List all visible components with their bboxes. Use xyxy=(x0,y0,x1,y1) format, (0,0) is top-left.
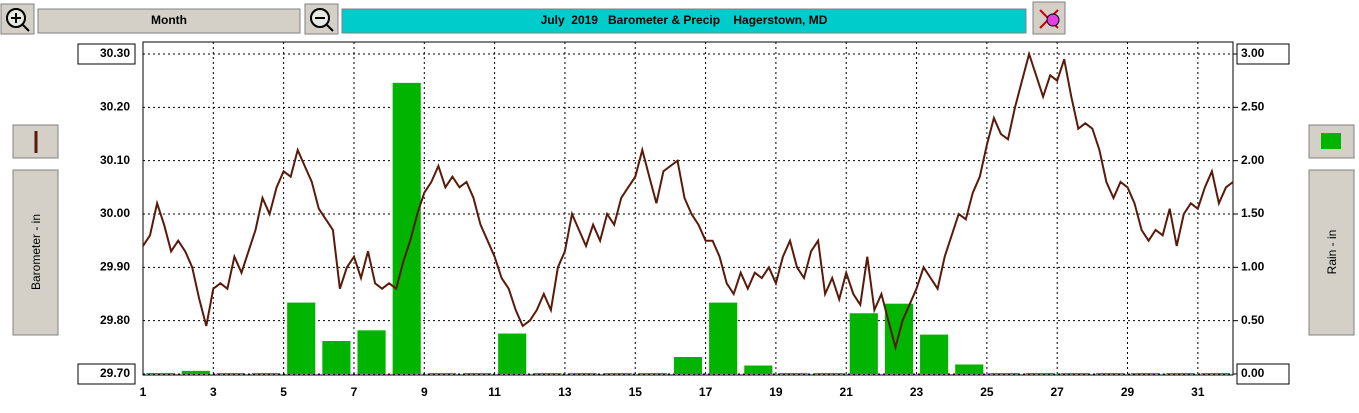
rain-bar xyxy=(1095,373,1124,374)
y2-tick-box xyxy=(1236,363,1290,385)
rain-bar xyxy=(849,313,878,374)
rain-bar xyxy=(462,373,492,374)
rain-bar xyxy=(287,302,316,374)
zoom-in-glyph xyxy=(11,13,30,32)
x-tick-label: 25 xyxy=(980,385,994,399)
y2-tick-label: 2.50 xyxy=(1241,100,1265,114)
y2-tick-label: 3.00 xyxy=(1241,46,1265,60)
x-tick-label: 19 xyxy=(769,385,783,399)
period-button[interactable] xyxy=(37,8,301,34)
rain-bar xyxy=(744,365,773,374)
bar-style-icon xyxy=(1321,133,1341,149)
rain-bar xyxy=(1025,373,1054,374)
x-tick-label: 9 xyxy=(421,385,428,399)
y2-tick-label: 0.00 xyxy=(1241,366,1265,380)
x-tick-label: 7 xyxy=(351,385,358,399)
y-tick-label: 30.00 xyxy=(100,206,130,220)
rain-bar xyxy=(920,334,949,374)
rain-bar xyxy=(603,373,632,374)
rain-bar xyxy=(779,373,808,374)
y-tick-box xyxy=(77,363,136,385)
x-tick-label: 27 xyxy=(1051,385,1065,399)
y-tick-label: 29.90 xyxy=(100,260,130,274)
y2-tick-label: 0.50 xyxy=(1241,313,1265,327)
rain-bar xyxy=(568,373,597,374)
title-bar xyxy=(341,8,1027,34)
x-tick-label: 5 xyxy=(280,385,287,399)
y2-tick-label: 2.00 xyxy=(1241,153,1265,167)
rain-bar xyxy=(884,303,914,374)
rain-bar xyxy=(181,370,210,374)
period-label: Month xyxy=(151,13,187,27)
plot-area xyxy=(142,41,1234,376)
rain-bar xyxy=(146,373,175,374)
y-axis-label: Barometer - in xyxy=(29,214,43,290)
y-tick-label: 29.70 xyxy=(100,366,130,380)
x-tick-label: 1 xyxy=(140,385,147,399)
rain-bar xyxy=(638,373,667,374)
rain-bar xyxy=(252,373,281,374)
x-tick-label: 3 xyxy=(210,385,217,399)
rain-bar xyxy=(498,333,527,374)
y-tick-label: 30.20 xyxy=(100,100,130,114)
rain-bar xyxy=(1060,373,1089,374)
rain-bar xyxy=(1201,373,1230,374)
x-tick-label: 21 xyxy=(840,385,854,399)
right-axis-button[interactable] xyxy=(1308,169,1355,336)
y-tick-label: 29.80 xyxy=(100,313,130,327)
left-axis-button[interactable] xyxy=(12,169,59,336)
rain-bar xyxy=(709,302,738,374)
settings-icon-dot xyxy=(1046,13,1060,27)
rain-bar xyxy=(955,364,984,374)
rain-bar xyxy=(1131,373,1160,374)
rain-bar xyxy=(322,341,351,374)
y2-tick-label: 1.50 xyxy=(1241,206,1265,220)
y2-tick-label: 1.00 xyxy=(1241,260,1265,274)
rain-bar xyxy=(1166,373,1195,374)
y-tick-label: 30.30 xyxy=(100,46,130,60)
rain-bar xyxy=(990,373,1019,374)
x-tick-label: 29 xyxy=(1121,385,1135,399)
rain-bar xyxy=(216,373,245,374)
y-tick-box xyxy=(77,43,136,65)
rain-bar xyxy=(392,82,421,374)
chart-title: July 2019 Barometer & Precip Hagerstown,… xyxy=(541,13,828,27)
x-tick-label: 23 xyxy=(910,385,924,399)
rain-bar xyxy=(427,373,456,374)
y2-tick-box xyxy=(1236,43,1290,65)
y-tick-label: 30.10 xyxy=(100,153,130,167)
x-tick-label: 13 xyxy=(558,385,572,399)
y2-axis-label: Rain - in xyxy=(1325,230,1339,275)
rain-bar xyxy=(814,373,843,374)
x-tick-label: 15 xyxy=(629,385,643,399)
x-tick-label: 17 xyxy=(699,385,713,399)
rain-bar xyxy=(533,373,562,374)
barometer-line xyxy=(142,50,1234,352)
x-tick-label: 31 xyxy=(1191,385,1205,399)
x-tick-label: 11 xyxy=(488,385,501,399)
rain-bar xyxy=(673,357,703,374)
zoom-out-glyph xyxy=(315,17,334,32)
rain-bar xyxy=(357,330,386,374)
